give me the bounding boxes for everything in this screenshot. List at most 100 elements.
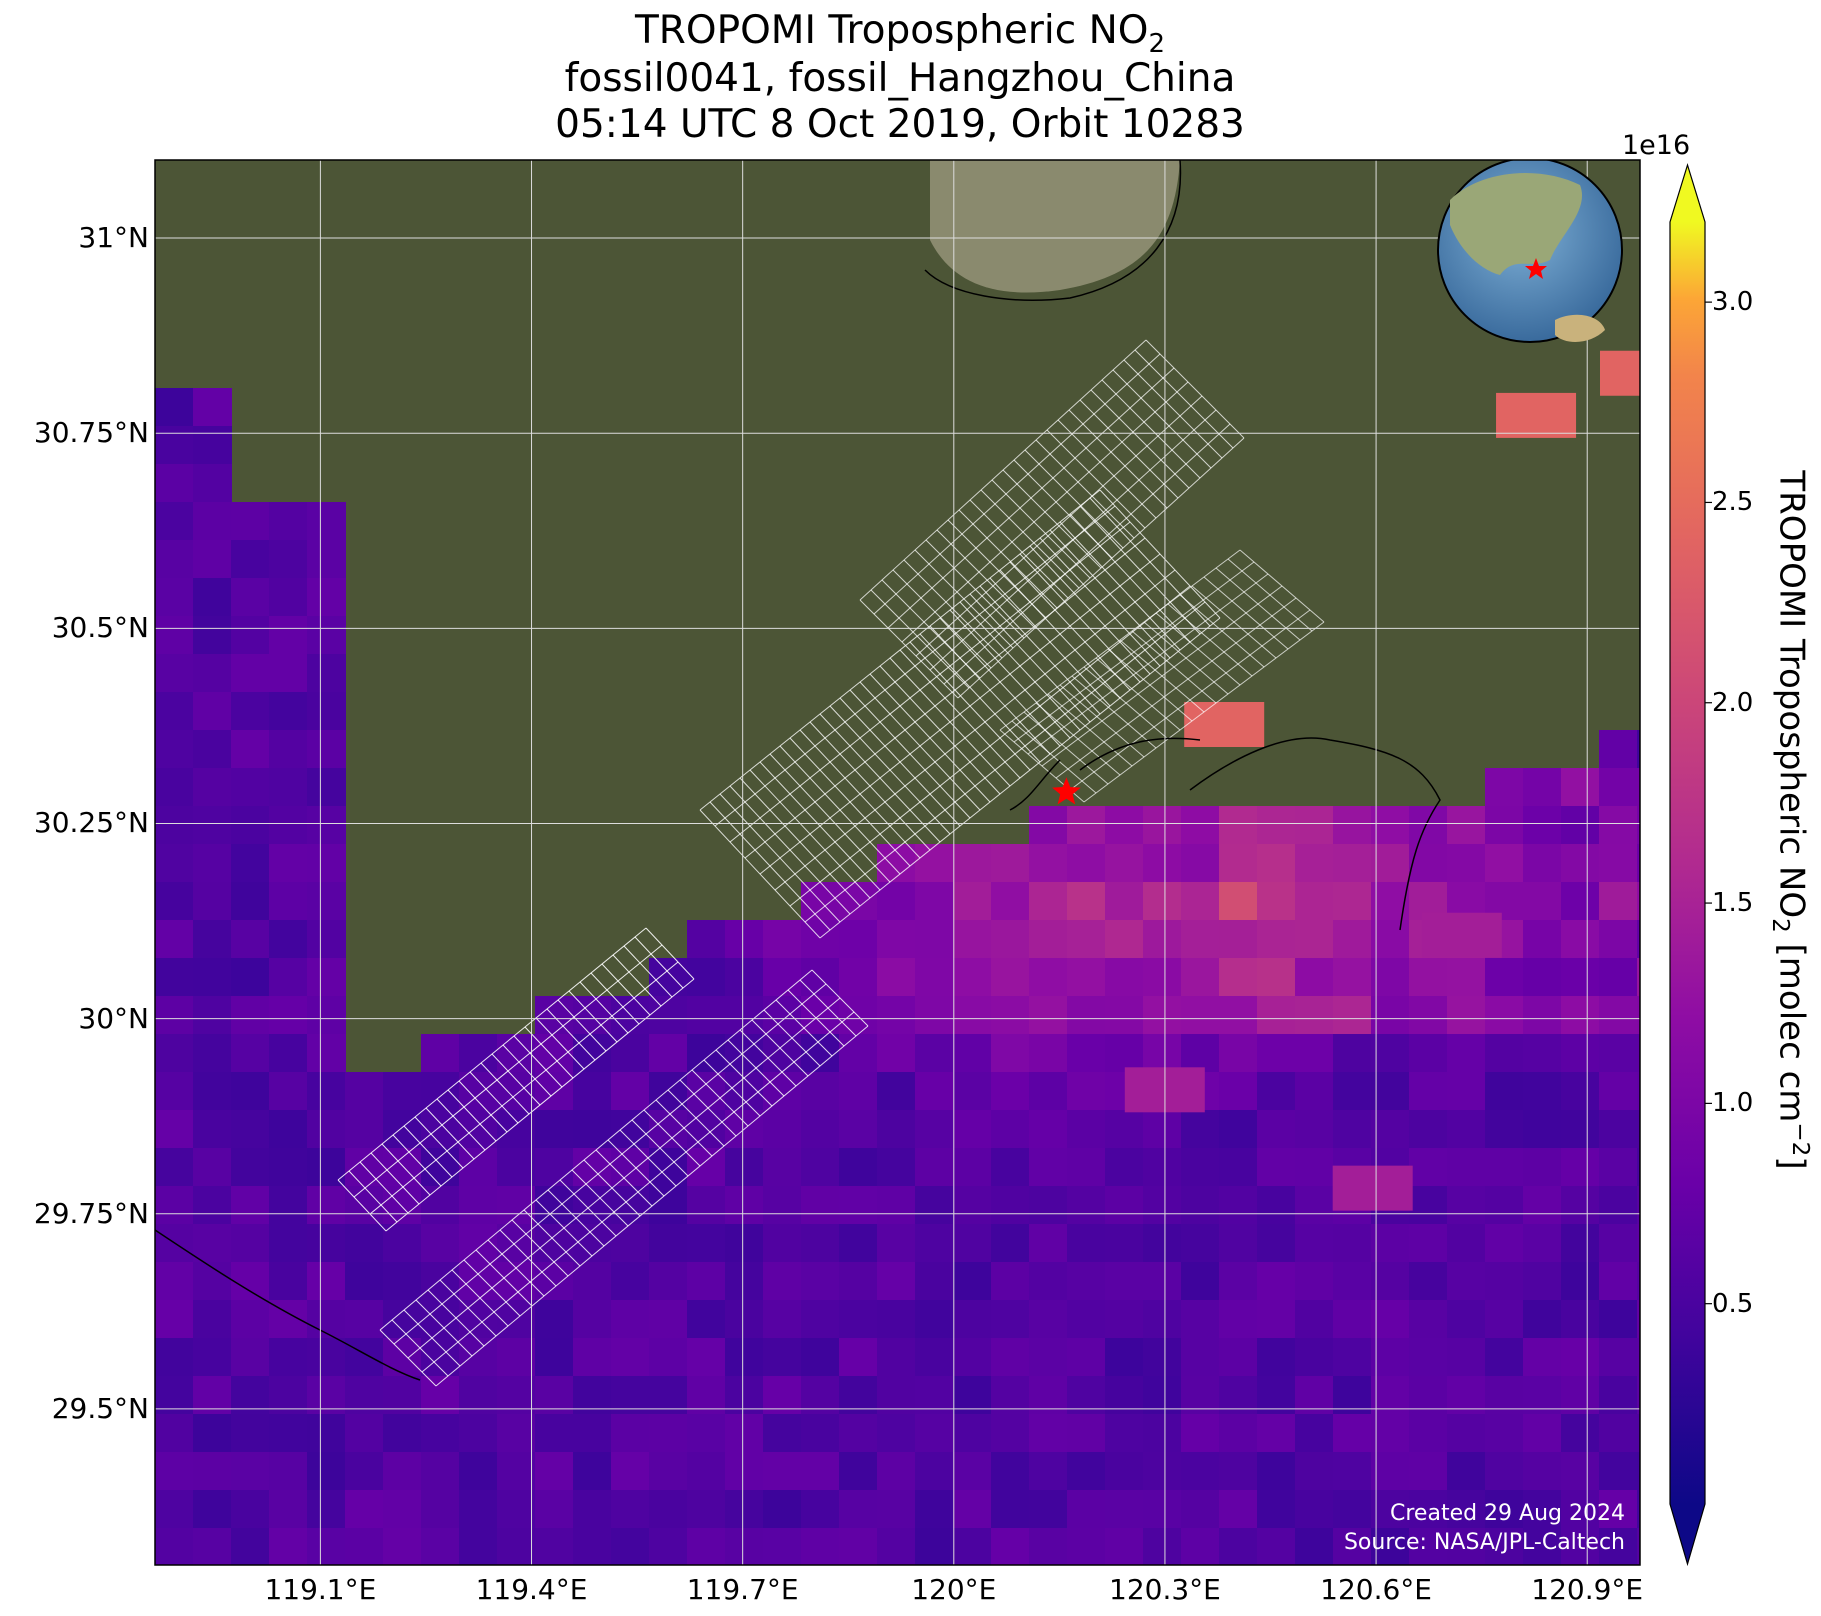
no2-pixel — [1371, 1110, 1410, 1149]
no2-pixel — [1067, 882, 1106, 921]
colorbar[interactable] — [1669, 162, 1712, 1567]
no2-pixel — [1371, 1072, 1410, 1111]
no2-pixel — [193, 1528, 232, 1565]
no2-pixel — [307, 1262, 346, 1301]
no2-pixel — [535, 1414, 574, 1453]
no2-pixel — [1029, 1528, 1068, 1565]
no2-pixel — [1447, 844, 1486, 883]
no2-pixel — [1637, 1300, 1640, 1339]
no2-pixel — [725, 1300, 764, 1339]
no2-pixel — [1333, 844, 1372, 883]
no2-pixel — [459, 1452, 498, 1491]
no2-pixel — [1181, 1528, 1220, 1565]
target-site-star-icon[interactable] — [1052, 777, 1081, 805]
no2-pixel — [1561, 768, 1600, 807]
no2-pixel — [307, 1186, 346, 1225]
no2-pixel — [1561, 844, 1600, 883]
no2-pixel — [1637, 730, 1640, 769]
no2-pixel — [1485, 1490, 1524, 1529]
footprint-line — [1027, 573, 1269, 755]
no2-pixel — [1067, 958, 1106, 997]
no2-pixel — [421, 1034, 460, 1073]
no2-pixel — [1181, 1300, 1220, 1339]
no2-pixel — [231, 806, 270, 845]
footprint-line — [774, 569, 1176, 891]
footprint-line — [447, 1089, 497, 1142]
no2-pixel — [1409, 1110, 1448, 1149]
no2-pixel — [649, 1034, 688, 1073]
no2-pixel — [155, 1452, 194, 1491]
no2-pixel — [1409, 844, 1448, 883]
no2-pixel — [1561, 1110, 1600, 1149]
no2-pixel — [1219, 1338, 1258, 1377]
no2-pixel — [1523, 1338, 1562, 1377]
no2-pixel — [231, 1224, 270, 1263]
no2-pixel — [1105, 1452, 1144, 1491]
no2-pixel — [1561, 1528, 1600, 1565]
no2-pixel — [1371, 920, 1410, 959]
no2-pixel — [1295, 1110, 1334, 1149]
no2-pixel — [1561, 1338, 1600, 1377]
footprint-line — [379, 969, 813, 1331]
no2-pixel — [1295, 1452, 1334, 1491]
no2-pixel — [1067, 1338, 1106, 1377]
no2-pixel — [1447, 1224, 1486, 1263]
no2-pixel — [231, 1300, 270, 1339]
no2-pixel — [1143, 1300, 1182, 1339]
no2-pixel — [649, 1490, 688, 1529]
no2-pixel — [1295, 1414, 1334, 1453]
no2-pixel — [763, 1034, 802, 1073]
no2-pixel — [535, 1148, 574, 1187]
no2-pixel — [839, 996, 878, 1035]
footprint-line — [513, 1035, 563, 1088]
no2-pixel — [687, 1262, 726, 1301]
no2-pixel — [573, 1300, 612, 1339]
no2-pixel — [1371, 1034, 1410, 1073]
no2-pixel — [1181, 806, 1220, 845]
no2-pixel — [269, 806, 308, 845]
no2-pixel — [193, 1034, 232, 1073]
no2-pixel — [1599, 1490, 1638, 1529]
no2-pixel — [649, 1338, 688, 1377]
no2-pixel — [801, 1224, 840, 1263]
no2-pixel — [1447, 1528, 1486, 1565]
no2-pixel — [877, 882, 916, 921]
no2-pixel — [307, 1224, 346, 1263]
no2-pixel — [1219, 1262, 1258, 1301]
no2-pixel — [801, 1528, 840, 1565]
no2-pixel — [573, 1528, 612, 1565]
no2-pixel — [839, 1262, 878, 1301]
no2-pixel — [1333, 1072, 1372, 1111]
no2-pixel — [1029, 1490, 1068, 1529]
no2-pixel — [991, 1300, 1030, 1339]
no2-pixel — [1029, 996, 1068, 1035]
no2-pixel — [155, 1110, 194, 1149]
no2-pixel — [877, 1148, 916, 1187]
no2-pixel — [611, 1338, 650, 1377]
no2-pixel — [801, 1072, 840, 1111]
no2-pixel — [1219, 1224, 1258, 1263]
no2-pixel — [1257, 1148, 1296, 1187]
no2-pixel — [1599, 1224, 1638, 1263]
no2-pixel — [497, 1528, 536, 1565]
no2-pixel — [1409, 1414, 1448, 1453]
no2-pixel — [1067, 806, 1106, 845]
no2-pixel — [915, 1490, 954, 1529]
no2-pixel — [725, 1186, 764, 1225]
no2-pixel — [1485, 1528, 1524, 1565]
no2-pixel — [1105, 920, 1144, 959]
no2-pixel — [1029, 1224, 1068, 1263]
no2-pixel — [1029, 920, 1068, 959]
no2-pixel — [1257, 1452, 1296, 1491]
no2-pixel — [269, 730, 308, 769]
no2-pixel — [307, 616, 346, 655]
no2-pixel — [1333, 1110, 1372, 1149]
no2-pixel — [155, 502, 194, 541]
no2-pixel — [1599, 996, 1638, 1035]
footprint-line — [353, 944, 663, 1198]
no2-pixel — [687, 958, 726, 997]
no2-pixel — [155, 578, 194, 617]
no2-pixel — [1257, 844, 1296, 883]
no2-pixel — [1067, 1490, 1106, 1529]
map-area[interactable] — [155, 158, 1680, 1567]
